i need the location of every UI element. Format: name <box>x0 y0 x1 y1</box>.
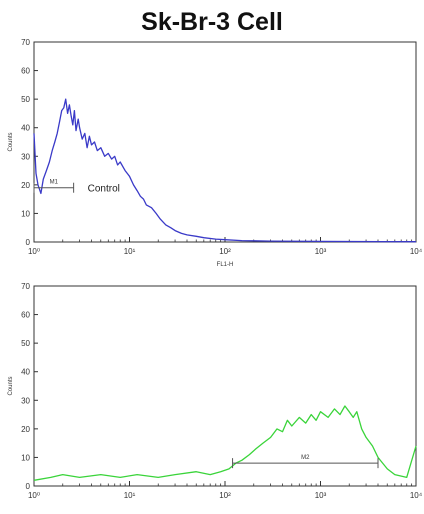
x-tick-label: 10⁰ <box>28 491 40 500</box>
x-tick-label: 10³ <box>315 491 327 500</box>
x-axis-label: FL1-H <box>217 262 234 268</box>
y-tick-label: 70 <box>21 38 30 47</box>
y-tick-label: 10 <box>21 453 30 462</box>
x-tick-label: 10¹ <box>124 247 136 256</box>
y-tick-label: 60 <box>21 311 30 320</box>
y-tick-label: 10 <box>21 209 30 218</box>
gate-label: M1 <box>50 180 59 186</box>
y-tick-label: 30 <box>21 396 30 405</box>
x-tick-label: 10⁴ <box>410 491 423 500</box>
x-tick-label: 10³ <box>315 247 327 256</box>
y-tick-label: 30 <box>21 152 30 161</box>
y-tick-label: 0 <box>26 238 31 247</box>
plot-frame <box>33 285 417 487</box>
histogram-panel-control: Counts FL1-H 0 10 20 30 40 50 60 70 10⁰ 10¹ 10² 10³… <box>8 38 423 268</box>
y-tick-label: 40 <box>21 368 30 377</box>
y-tick-label: 70 <box>21 282 30 291</box>
x-tick-label: 10² <box>219 491 231 500</box>
y-tick-label: 50 <box>21 95 30 104</box>
y-tick-label: 50 <box>21 339 30 348</box>
y-tick-label: 40 <box>21 124 30 133</box>
annotation-label: Control <box>88 184 120 195</box>
histogram-line <box>33 98 417 243</box>
y-tick-label: 20 <box>21 425 30 434</box>
histogram-panel-sample: Counts 0 10 20 30 40 50 60 70 10⁰ 10¹ 10² 10³ 10⁴ M2 <box>8 282 423 500</box>
x-tick-label: 10² <box>219 247 231 256</box>
gate-label: M2 <box>301 455 310 461</box>
y-tick-label: 60 <box>21 67 30 76</box>
x-tick-label: 10¹ <box>124 491 136 500</box>
x-tick-label: 10⁴ <box>410 247 423 256</box>
x-tick-label: 10⁰ <box>28 247 40 256</box>
y-axis-label: Counts <box>8 132 14 151</box>
y-axis-label: Counts <box>8 376 14 395</box>
y-tick-label: 20 <box>21 181 30 190</box>
y-tick-label: 0 <box>26 482 31 491</box>
histogram-line <box>33 405 417 481</box>
chart-title: Sk-Br-3 Cell <box>141 8 283 36</box>
